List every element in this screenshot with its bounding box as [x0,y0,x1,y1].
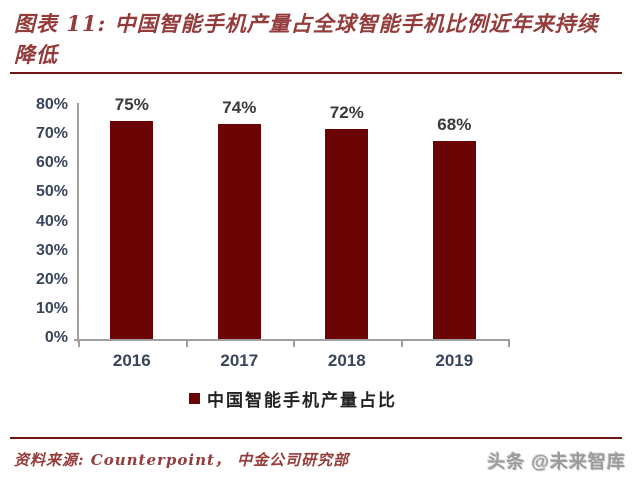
y-axis-label: 70% [35,125,68,143]
bar-value-label: 75% [114,94,149,114]
bar [217,123,261,339]
y-axis-label: 60% [35,154,68,172]
x-axis-tick [293,341,295,347]
x-axis-label: 2017 [220,351,259,370]
y-axis-label: 40% [35,212,68,230]
x-axis-tick [185,341,188,347]
y-axis-line [77,103,79,342]
y-axis-label: 0% [44,329,68,346]
x-axis-label: 2018 [327,351,366,370]
footer-divider [10,437,622,439]
bar-value-label: 74% [222,97,257,117]
bar-value-label: 72% [329,103,364,123]
bar [110,120,154,339]
y-axis-label: 50% [35,183,68,201]
y-axis-label: 30% [35,241,68,259]
y-axis-label: 80% [35,96,68,113]
bar [325,129,369,339]
x-axis-label: 2016 [112,351,151,370]
x-axis-tick [508,341,510,347]
watermark: 头条 @未来智库 [487,452,626,472]
chart-legend: 中国智能手机产量占比 [78,388,508,411]
y-axis-label: 10% [35,299,68,317]
x-axis-label: 2019 [435,351,474,370]
y-axis-label: 20% [35,270,68,288]
bar-value-label: 68% [437,114,472,134]
x-axis-line [74,339,510,341]
legend-swatch [189,392,200,404]
bar [432,140,476,339]
title-divider [10,72,622,74]
source-note: 资料来源: Counterpoint， 中金公司研究部 [14,451,350,469]
figure-title: 图表 11: 中国智能手机产量占全球智能手机比例近年来持续降低 [14,11,599,67]
x-axis-tick [400,341,403,347]
x-axis-tick [78,341,80,347]
legend-label: 中国智能手机产量占比 [207,390,397,411]
